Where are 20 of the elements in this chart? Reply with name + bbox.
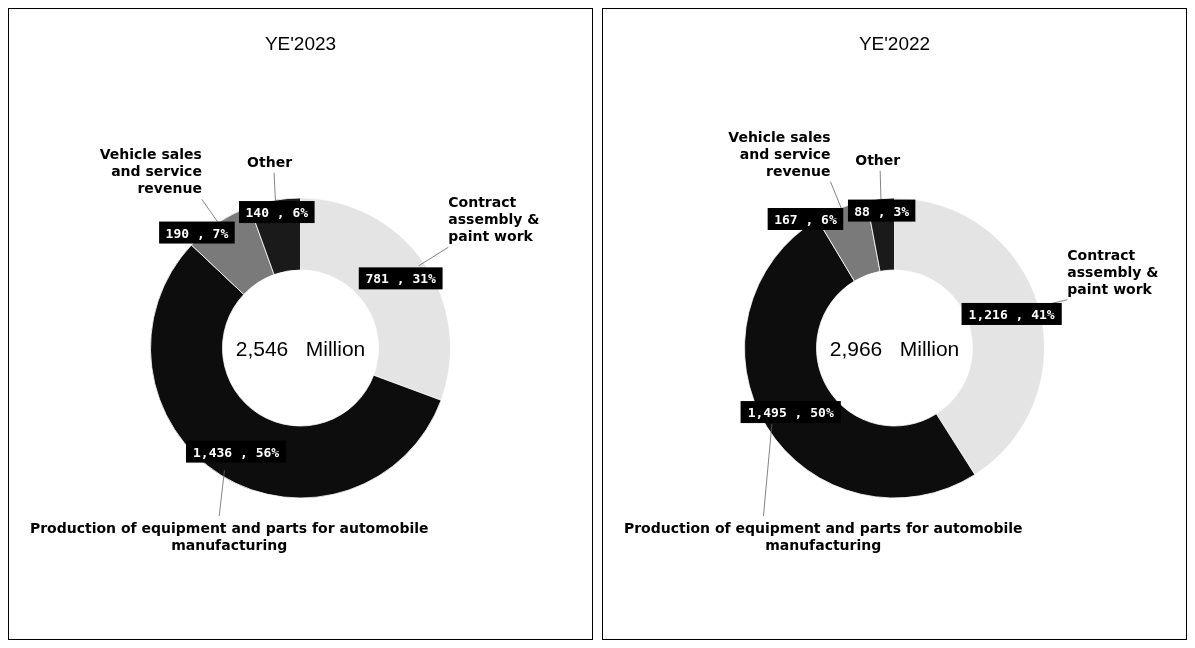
data-label: 167 , 6% <box>774 212 837 228</box>
slice-label: Other <box>247 153 293 170</box>
chart-title: YE'2023 <box>264 33 337 54</box>
slice-label: Contract assembly & paint work <box>448 194 540 245</box>
data-label: 140 , 6% <box>245 205 309 221</box>
text: 2,546 Million <box>235 337 366 360</box>
chart-title: YE'2022 <box>858 33 931 54</box>
slice-label: Vehicle sales and service revenue <box>99 146 202 197</box>
data-label: 88 , 3% <box>854 203 910 219</box>
data-label: 1,495 , 50% <box>747 405 834 421</box>
slice-label: Vehicle sales and service revenue <box>728 128 831 179</box>
slice-label: Production of equipment and parts for automobile manufacturing <box>29 520 429 553</box>
slice-label: Production of equipment and parts for automobile manufacturing <box>623 520 1023 553</box>
data-label: 190 , 7% <box>165 225 229 241</box>
slice-label: Contract assembly & paint work <box>1067 246 1159 297</box>
text: 2,966 Million <box>829 337 960 360</box>
data-label: 1,216 , 41% <box>968 306 1055 322</box>
slice-label: Other <box>855 151 901 168</box>
data-label: 1,436 , 56% <box>193 444 280 460</box>
data-label: 781 , 31% <box>365 271 437 287</box>
